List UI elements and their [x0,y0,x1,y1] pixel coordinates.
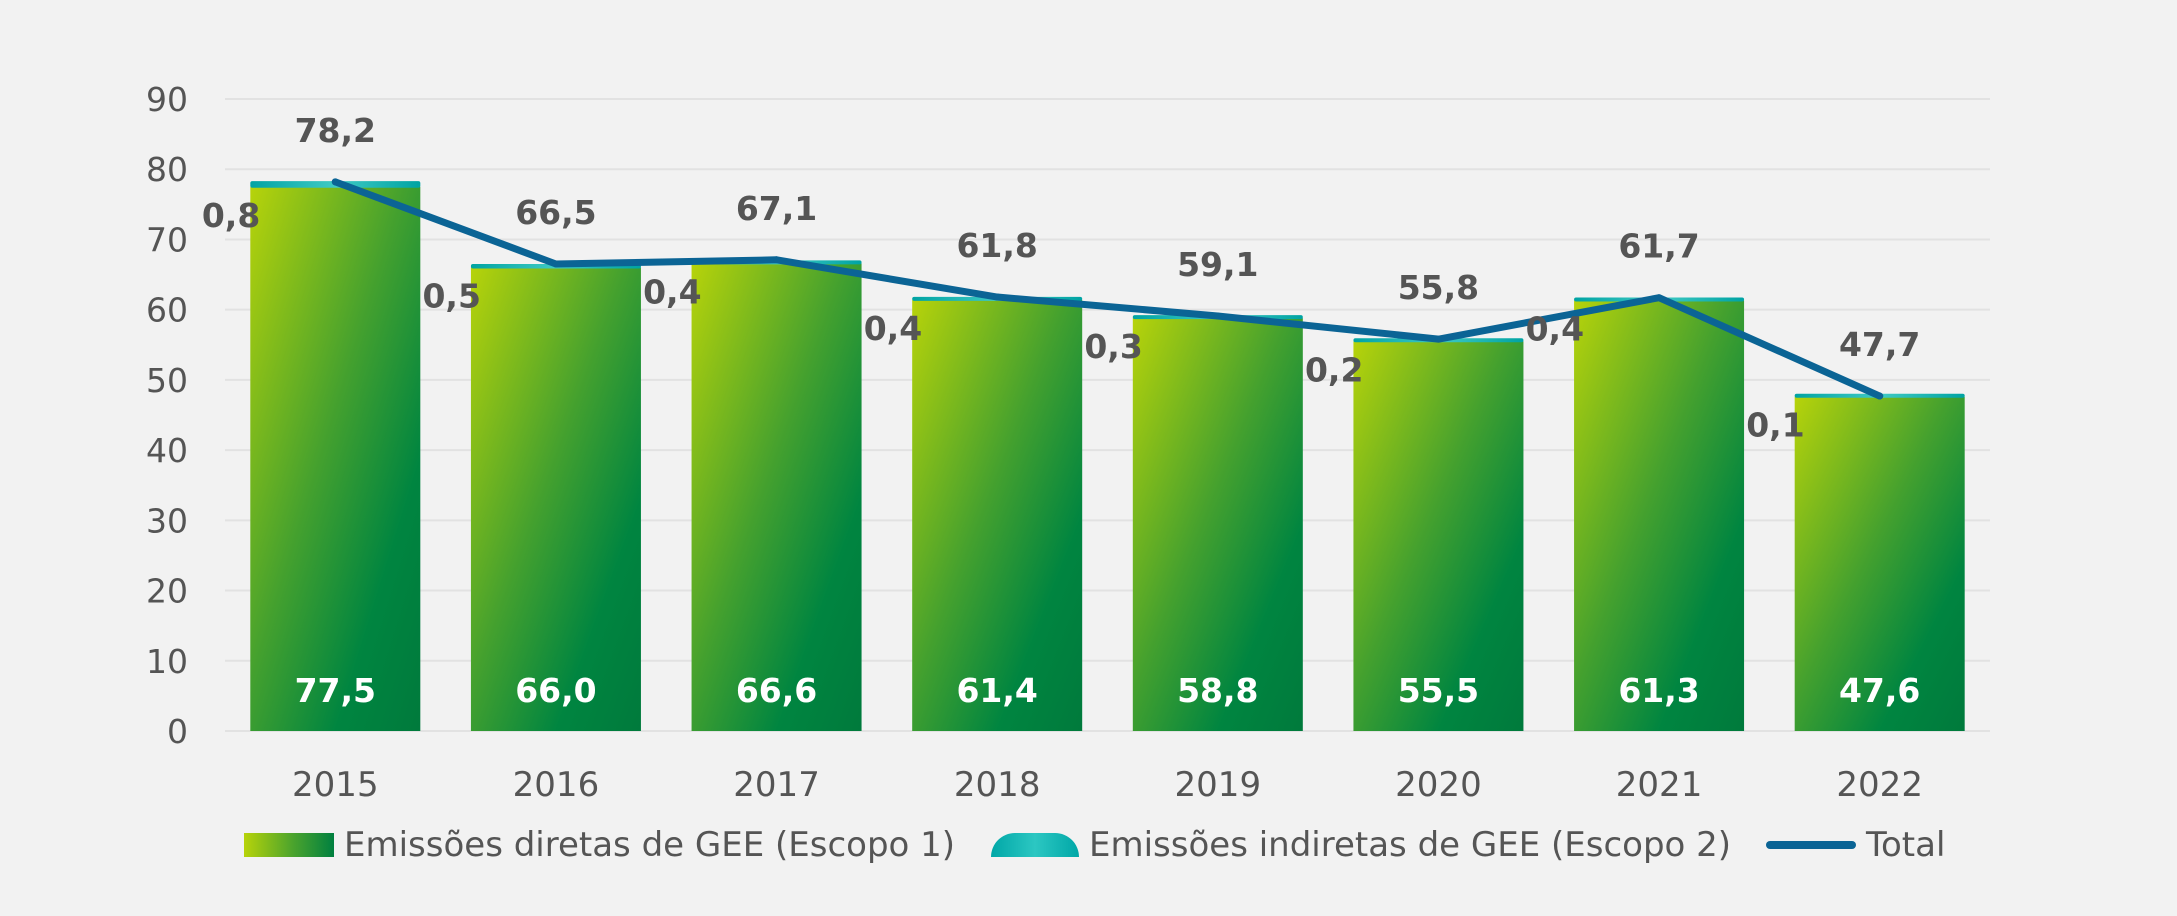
legend-swatch-scope1 [244,833,334,857]
y-tick-label: 50 [146,361,188,400]
x-tick-label: 2015 [292,765,379,805]
bar-scope1 [1794,396,1965,731]
bar-scope1 [691,263,862,731]
x-tick-label: 2018 [954,765,1041,805]
legend-item-scope2: Emissões indiretas de GEE (Escopo 2) [991,820,1731,870]
label-total: 78,2 [295,111,376,150]
legend-swatch-total [1766,841,1856,849]
legend: Emissões diretas de GEE (Escopo 1) Emiss… [0,820,2177,870]
total-series-line [331,178,1884,400]
total-point [1214,312,1222,320]
legend-label-total: Total [1866,825,1946,865]
label-total: 55,8 [1398,268,1479,307]
x-tick-label: 2019 [1175,765,1262,805]
label-scope1: 66,0 [515,671,596,710]
y-tick-label: 60 [146,291,188,330]
label-scope2: 0,2 [1305,350,1363,389]
label-total: 61,7 [1618,227,1699,266]
label-scope2: 0,4 [864,309,922,348]
x-tick-label: 2021 [1616,765,1703,805]
legend-item-total: Total [1766,820,1945,870]
label-scope2: 0,5 [422,277,480,316]
bars [250,181,1965,731]
x-axis-ticks: 2015 2016 2017 2018 2019 2020 2021 2022 [292,765,1923,805]
y-tick-label: 30 [146,501,188,540]
data-labels: 77,5 0,8 78,2 66,0 0,5 66,5 66,6 0,4 67,1 61,4 0,4… [202,111,1921,710]
label-scope1: 58,8 [1177,671,1258,710]
legend-item-scope1: Emissões diretas de GEE (Escopo 1) [244,820,955,870]
y-axis-ticks: 0 10 20 30 40 50 60 70 80 90 [146,80,188,751]
label-total: 67,1 [736,189,817,228]
label-total: 47,7 [1839,325,1920,364]
y-tick-label: 80 [146,150,188,189]
label-scope2: 0,1 [1746,406,1804,445]
label-scope2: 0,4 [643,272,701,311]
label-scope1: 61,4 [956,671,1037,710]
y-tick-label: 90 [146,80,188,119]
x-tick-label: 2017 [733,765,820,805]
legend-label-scope1: Emissões diretas de GEE (Escopo 1) [344,825,956,865]
bar-scope1 [470,267,641,731]
total-point [331,178,339,186]
total-point [1434,335,1442,343]
total-line [331,178,1884,400]
x-tick-label: 2022 [1836,765,1923,805]
y-tick-label: 40 [146,431,188,470]
label-total: 61,8 [956,226,1037,265]
label-scope2: 0,8 [202,196,260,235]
y-tick-label: 70 [146,220,188,259]
bar-scope1 [1132,318,1303,731]
y-tick-label: 10 [146,642,188,681]
label-scope2: 0,4 [1526,310,1584,349]
total-point [993,293,1001,301]
total-point [552,260,560,268]
bar-scope1 [250,186,421,731]
bar-scope1 [912,299,1083,731]
legend-label-scope2: Emissões indiretas de GEE (Escopo 2) [1089,825,1732,865]
label-scope1: 55,5 [1398,671,1479,710]
total-point [1655,294,1663,302]
bar-scope1 [1574,300,1745,731]
total-point [1876,392,1884,400]
label-total: 66,5 [515,193,596,232]
y-tick-label: 0 [167,712,188,751]
label-scope1: 66,6 [736,671,817,710]
label-scope2: 0,3 [1084,327,1142,366]
total-point [773,256,781,264]
x-tick-label: 2016 [513,765,600,805]
bar-scope1 [1353,341,1524,731]
y-tick-label: 20 [146,572,188,611]
legend-swatch-scope2 [991,833,1079,857]
label-scope1: 61,3 [1618,671,1699,710]
x-tick-label: 2020 [1395,765,1482,805]
label-total: 59,1 [1177,245,1258,284]
label-scope1: 77,5 [295,671,376,710]
label-scope1: 47,6 [1839,671,1920,710]
